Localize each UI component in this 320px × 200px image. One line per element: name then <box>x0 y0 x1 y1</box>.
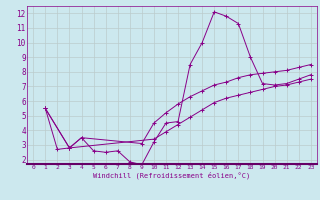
X-axis label: Windchill (Refroidissement éolien,°C): Windchill (Refroidissement éolien,°C) <box>93 172 251 179</box>
